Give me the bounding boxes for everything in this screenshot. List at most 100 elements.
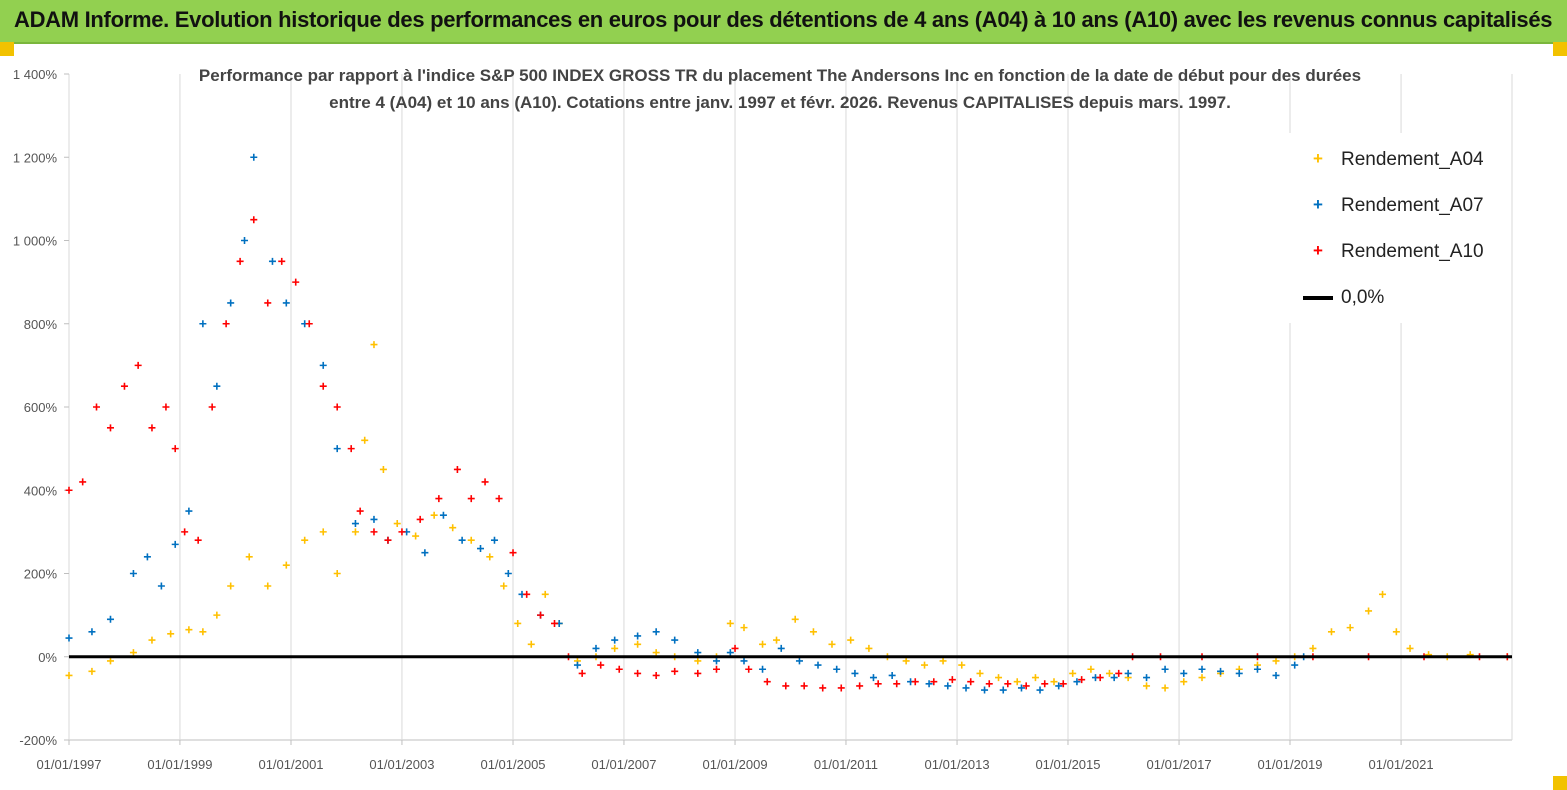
data-point <box>430 511 438 519</box>
data-point <box>241 237 249 244</box>
data-point <box>181 528 189 536</box>
data-point <box>773 636 781 644</box>
data-point <box>527 640 535 648</box>
data-point <box>1124 669 1132 677</box>
data-point <box>509 549 517 557</box>
data-point <box>888 671 896 679</box>
data-point <box>597 661 605 669</box>
data-point <box>921 661 929 669</box>
data-point <box>1041 680 1049 688</box>
corner-mark-top-left <box>0 42 14 56</box>
data-point <box>1161 665 1169 673</box>
data-point <box>740 657 748 665</box>
data-point <box>1235 669 1243 677</box>
data-point <box>981 686 989 694</box>
data-point <box>1031 674 1039 682</box>
corner-mark-top-right <box>1553 42 1567 56</box>
data-point <box>264 299 272 307</box>
legend-label-a10: Rendement_A10 <box>1341 241 1484 262</box>
data-point <box>129 570 137 577</box>
data-point <box>1217 667 1225 675</box>
data-point <box>292 278 300 286</box>
y-axis-ticks: -200% 0% 200% 400% 600% 800% 1 000% 1 200% 1 400… <box>13 67 69 748</box>
data-point <box>148 636 156 644</box>
data-point <box>333 445 341 453</box>
data-point <box>250 216 258 224</box>
data-point <box>514 619 522 627</box>
data-point <box>911 678 919 686</box>
data-point <box>398 528 406 536</box>
y-tick-label: 400% <box>24 483 58 498</box>
data-point <box>88 628 96 636</box>
data-point <box>79 478 87 486</box>
data-point <box>495 495 503 503</box>
data-point <box>925 680 933 688</box>
corner-mark-bottom-right <box>1553 776 1567 790</box>
y-tick-label: 200% <box>24 567 58 582</box>
data-point <box>250 153 258 161</box>
data-point <box>282 299 290 307</box>
y-tick-label: 0% <box>38 650 57 665</box>
data-point <box>930 678 938 686</box>
x-tick-label: 01/01/2001 <box>258 757 323 772</box>
data-point <box>1291 661 1299 669</box>
performance-chart: -200% 0% 200% 400% 600% 800% 1 000% 1 200% 1 400… <box>13 67 1513 772</box>
chart-grid <box>68 74 1513 741</box>
data-point <box>370 528 378 536</box>
data-point <box>837 684 845 692</box>
data-point <box>962 684 970 692</box>
data-point <box>421 549 429 557</box>
data-point <box>985 680 993 688</box>
data-point <box>412 532 420 540</box>
data-point <box>171 445 179 453</box>
data-point <box>976 669 984 677</box>
data-point <box>185 507 193 515</box>
data-point <box>1004 680 1012 688</box>
data-point <box>1078 676 1086 684</box>
chart-title-line-1: Performance par rapport à l'indice S&P 5… <box>198 66 1362 85</box>
legend-item-a04: + Rendement_A04 <box>1287 145 1500 175</box>
data-point <box>712 657 720 665</box>
chart-series <box>65 153 1511 694</box>
data-point <box>347 445 355 453</box>
data-point <box>1036 686 1044 694</box>
data-point <box>435 495 443 503</box>
data-point <box>777 644 785 652</box>
data-point <box>1272 671 1280 679</box>
data-point <box>370 341 378 349</box>
data-point <box>1198 665 1206 673</box>
data-point <box>833 665 841 673</box>
data-point <box>93 403 101 411</box>
data-point <box>865 644 873 652</box>
data-point <box>948 676 956 684</box>
data-point <box>763 678 771 686</box>
data-point <box>129 649 137 657</box>
data-point <box>694 649 702 657</box>
legend-item-a10: + Rendement_A10 <box>1287 237 1500 267</box>
data-point <box>467 536 475 544</box>
data-point <box>162 403 170 411</box>
data-point <box>351 520 359 528</box>
data-point <box>199 320 207 328</box>
data-point <box>384 536 392 544</box>
data-point <box>615 665 623 673</box>
data-point <box>795 657 803 665</box>
data-point <box>1073 678 1081 686</box>
x-tick-label: 01/01/2011 <box>814 757 878 772</box>
chart-legend: + Rendement_A04 + Rendement_A07 + Rendem… <box>1287 133 1500 323</box>
data-point <box>893 680 901 688</box>
data-point <box>999 686 1007 694</box>
data-point <box>573 661 581 669</box>
data-point <box>157 582 165 590</box>
data-point <box>490 536 498 544</box>
data-point <box>481 478 489 486</box>
legend-line-zero <box>1303 296 1333 300</box>
data-point <box>1143 674 1151 682</box>
y-tick-label: 1 400% <box>13 67 58 82</box>
data-point <box>1069 669 1077 677</box>
data-point <box>856 682 864 690</box>
data-point <box>65 671 73 679</box>
data-point <box>712 665 720 673</box>
x-tick-label: 01/01/2005 <box>480 757 545 772</box>
data-point <box>995 674 1003 682</box>
